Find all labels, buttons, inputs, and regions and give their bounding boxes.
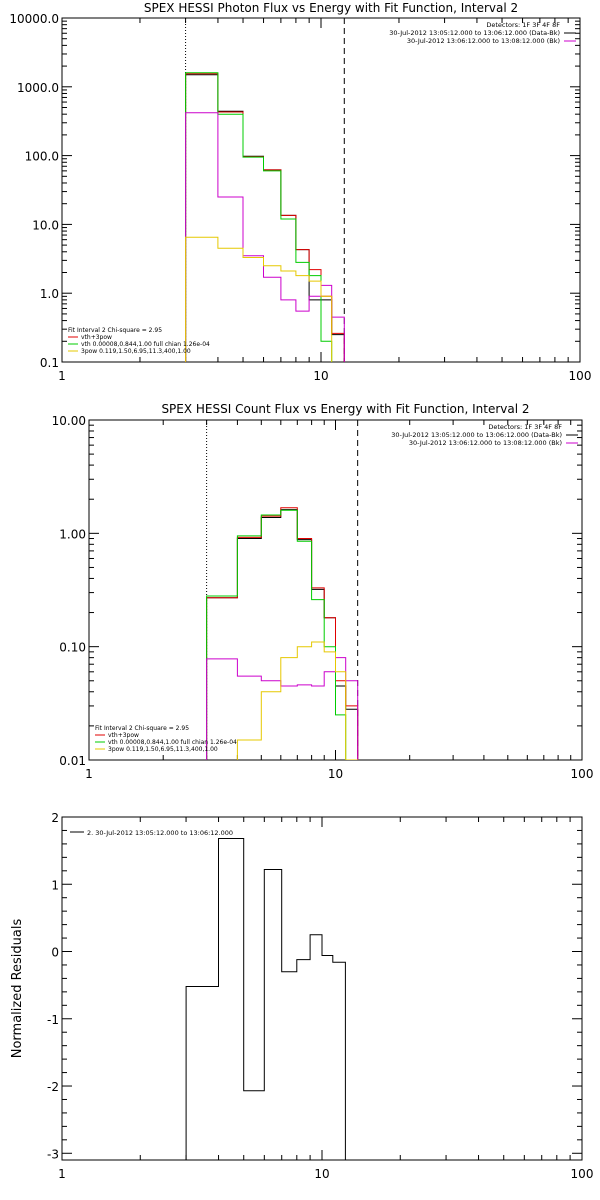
residual-legend-text: 2. 30-Jul-2012 13:05:12.000 to 13:06:12.… [87,829,233,837]
x-tick-label: 100 [571,1167,594,1181]
y-tick-label: 10000.0 [9,12,59,26]
chart-title: SPEX HESSI Count Flux vs Energy with Fit… [161,402,529,416]
x-tick-label: 1 [85,767,93,781]
y-tick-label: 10.00 [52,414,86,428]
y-tick-label: 2 [51,811,59,825]
series-line-3 [185,72,333,362]
y-tick-label: 1.00 [59,527,86,541]
chart-panel-3: 1 10 100 -3 -2 -1 0 1 2 Normalized Residuals 2. 30… [10,811,593,1181]
series-line-2 [206,507,359,760]
fit-legend-text: 3pow 0.119,1.50,6.95,11.3,400,1.00 [81,348,191,355]
y-tick-label: 1.0 [40,287,59,301]
legend-text: 30-Jul-2012 13:05:12.000 to 13:06:12.000… [389,29,560,37]
series-line-4 [206,657,359,760]
y-tick-label: -3 [47,1147,59,1161]
chart-panel-1: SPEX HESSI Photon Flux vs Energy with Fi… [9,1,591,383]
y-tick-label: 0 [51,946,59,960]
y-tick-label: 0.10 [59,641,86,655]
x-tick-label: 10 [313,369,328,383]
y-axis-label: Normalized Residuals [10,919,25,1059]
fit-legend-text: vth+3pow [108,732,139,739]
chart-panel-2: SPEX HESSI Count Flux vs Energy with Fit… [52,402,594,781]
y-tick-label: 0.1 [40,356,59,370]
fit-legend-text: Fit Interval 2 Chi-square = 2.95 [68,327,162,334]
y-tick-label: 0.01 [59,754,86,768]
chart-title: SPEX HESSI Photon Flux vs Energy with Fi… [144,1,518,15]
fit-legend-text: vth 0.00008,0.844,1.00 full chian 1.26e-… [81,341,210,348]
x-tick-label: 100 [571,767,594,781]
legend-text: 30-Jul-2012 13:05:12.000 to 13:06:12.000… [391,431,562,439]
legend-text: Detectors: 1F 3F 4F 8F [486,21,560,29]
x-tick-label: 100 [569,369,592,383]
x-tick-label: 10 [314,1167,329,1181]
series-line-5 [236,641,359,760]
series-line-1 [185,838,346,1160]
series-line-2 [185,73,345,362]
x-tick-label: 1 [58,369,66,383]
x-tick-label: 1 [58,1167,66,1181]
fit-legend-text: 3pow 0.119,1.50,6.95,11.3,400,1.00 [108,746,218,753]
legend-text: Detectors: 1F 3F 4F 8F [488,423,562,431]
legend-text: 30-Jul-2012 13:06:12.000 to 13:08:12.000… [407,37,560,45]
y-tick-label: 10.0 [32,218,59,232]
x-tick-label: 10 [328,767,343,781]
series-line-1 [206,509,359,760]
fit-legend-text: Fit Interval 2 Chi-square = 2.95 [95,725,189,732]
y-tick-label: 100.0 [25,150,59,164]
series-line-1 [185,74,345,362]
series-line-5 [185,236,333,362]
y-tick-label: 1 [51,878,59,892]
series-line-3 [206,509,347,760]
y-tick-label: 1000.0 [17,81,59,95]
fit-legend-text: vth+3pow [81,334,112,341]
y-tick-label: -2 [47,1080,59,1094]
y-tick-label: -1 [47,1013,59,1027]
fit-legend-text: vth 0.00008,0.844,1.00 full chian 1.26e-… [108,739,237,746]
series-line-4 [185,112,345,362]
legend-text: 30-Jul-2012 13:06:12.000 to 13:08:12.000… [409,439,562,447]
plot-frame [61,816,583,1161]
